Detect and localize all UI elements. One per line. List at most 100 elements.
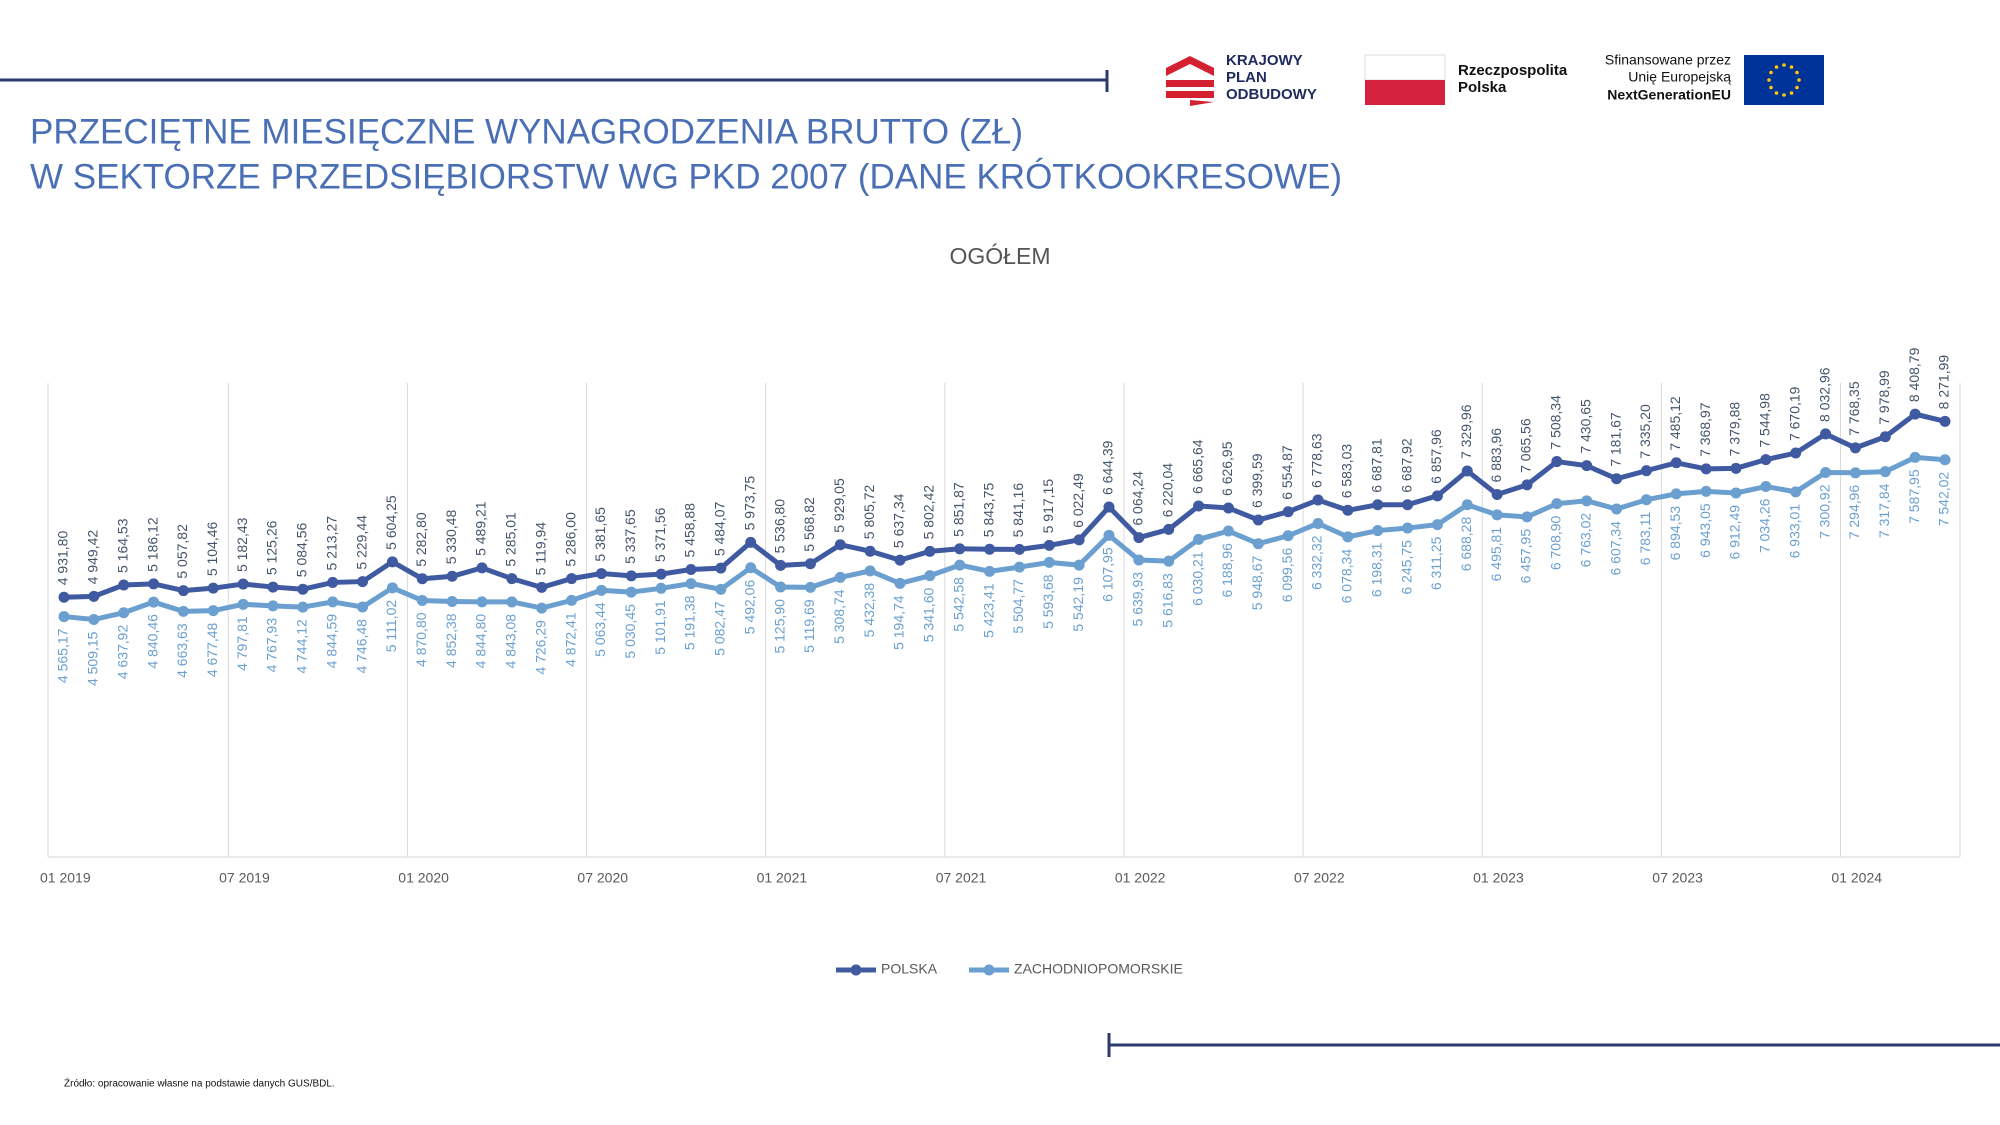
point [1103, 529, 1115, 541]
value-label: 6 220,04 [1159, 463, 1175, 518]
value-label: 6 583,03 [1339, 444, 1355, 499]
x-tick-label: 01 2021 [757, 870, 808, 886]
point [1073, 559, 1085, 571]
kpo-logo: KRAJOWY PLAN ODBUDOWY [1166, 52, 1317, 106]
value-label: 5 639,93 [1130, 572, 1146, 627]
logo-text: Polska [1458, 79, 1507, 96]
point [954, 559, 966, 571]
value-label: 7 978,99 [1876, 370, 1892, 425]
value-label: 5 084,56 [294, 523, 310, 578]
value-label: 5 282,80 [413, 512, 429, 567]
value-label: 8 032,96 [1816, 367, 1832, 422]
source: Źródło: opracowanie własne na podstawie … [64, 1077, 335, 1090]
value-label: 5 917,15 [1040, 479, 1056, 534]
value-label: 5 805,72 [861, 485, 877, 540]
point [655, 568, 667, 580]
value-label: 6 311,25 [1428, 536, 1444, 590]
eu-star [1769, 70, 1773, 75]
point [685, 563, 697, 575]
value-label: 6 022,49 [1070, 473, 1086, 528]
point [536, 602, 548, 614]
value-label: 5 057,82 [174, 524, 190, 579]
point [1790, 486, 1802, 498]
value-label: 5 536,80 [771, 499, 787, 554]
point [1372, 499, 1384, 511]
value-label: 5 164,53 [114, 518, 130, 573]
eu-star [1789, 65, 1794, 69]
point [1849, 442, 1861, 454]
eu-logo: Sfinansowane przez Unię Europejską NextG… [1605, 52, 1824, 105]
point [1163, 523, 1175, 535]
point [595, 568, 607, 580]
point [924, 545, 936, 557]
point [1670, 457, 1682, 469]
point [237, 598, 249, 610]
point [386, 556, 398, 568]
point [745, 536, 757, 548]
value-label: 5 119,94 [532, 522, 548, 576]
point [1013, 543, 1025, 555]
value-label: 5 285,01 [503, 512, 519, 567]
value-label: 5 458,88 [682, 503, 698, 558]
value-label: 5 101,91 [652, 600, 668, 655]
point [1252, 514, 1264, 526]
point [58, 591, 70, 603]
chart-title: OGÓŁEM [950, 243, 1051, 269]
point [58, 611, 70, 623]
point [1222, 525, 1234, 537]
point [1491, 488, 1503, 500]
point [715, 562, 727, 574]
value-label: 7 485,12 [1667, 396, 1683, 451]
page-title: PRZECIĘTNE MIESIĘCZNE WYNAGRODZENIA BRUT… [30, 112, 1023, 151]
value-label: 5 492,06 [741, 580, 757, 635]
value-label: 8 408,79 [1906, 347, 1922, 402]
value-label: 6 030,21 [1189, 551, 1205, 606]
point [1193, 533, 1205, 545]
eu-stars [1767, 63, 1801, 97]
x-tick-label: 07 2022 [1294, 870, 1345, 886]
point [1939, 415, 1951, 427]
point [1133, 532, 1145, 544]
eu-flag [1744, 55, 1824, 105]
logo-text: KRAJOWY [1226, 52, 1303, 69]
x-tick-label: 01 2020 [398, 870, 449, 886]
value-label: 5 063,44 [592, 602, 608, 657]
point [1491, 509, 1503, 521]
point [1670, 488, 1682, 500]
flag-white [1364, 54, 1446, 81]
value-label: 6 933,01 [1786, 504, 1802, 559]
point [357, 601, 369, 613]
point [1730, 462, 1742, 474]
x-tick-label: 01 2019 [40, 870, 91, 886]
value-label: 5 851,87 [950, 482, 966, 537]
value-label: 5 542,58 [950, 577, 966, 632]
point [1849, 467, 1861, 479]
value-label: 5 381,65 [592, 507, 608, 562]
point [715, 583, 727, 595]
point [118, 607, 130, 619]
point [1431, 490, 1443, 502]
point [1103, 501, 1115, 513]
point [118, 579, 130, 591]
value-label: 6 078,34 [1339, 549, 1355, 604]
x-tick-label: 01 2022 [1115, 870, 1166, 886]
value-label: 6 099,56 [1279, 548, 1295, 603]
value-label: 5 542,19 [1070, 577, 1086, 632]
point [1730, 487, 1742, 499]
point [446, 570, 458, 582]
eu-star [1782, 93, 1786, 97]
point [864, 545, 876, 557]
logo-text: ODBUDOWY [1226, 86, 1317, 103]
point [1581, 460, 1593, 472]
value-label: 5 841,16 [1010, 483, 1026, 538]
point [566, 594, 578, 606]
value-label: 5 104,46 [204, 521, 220, 576]
point [177, 585, 189, 597]
value-label: 6 399,59 [1249, 453, 1265, 508]
point [775, 559, 787, 571]
kpo-icon [1166, 56, 1214, 106]
value-label: 4 637,92 [114, 625, 130, 680]
point [1163, 555, 1175, 567]
value-label: 5 082,47 [712, 601, 728, 656]
point [775, 581, 787, 593]
